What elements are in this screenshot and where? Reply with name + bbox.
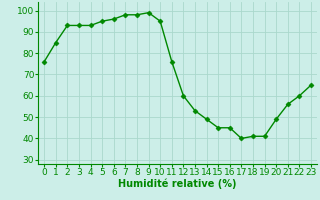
X-axis label: Humidité relative (%): Humidité relative (%) xyxy=(118,179,237,189)
